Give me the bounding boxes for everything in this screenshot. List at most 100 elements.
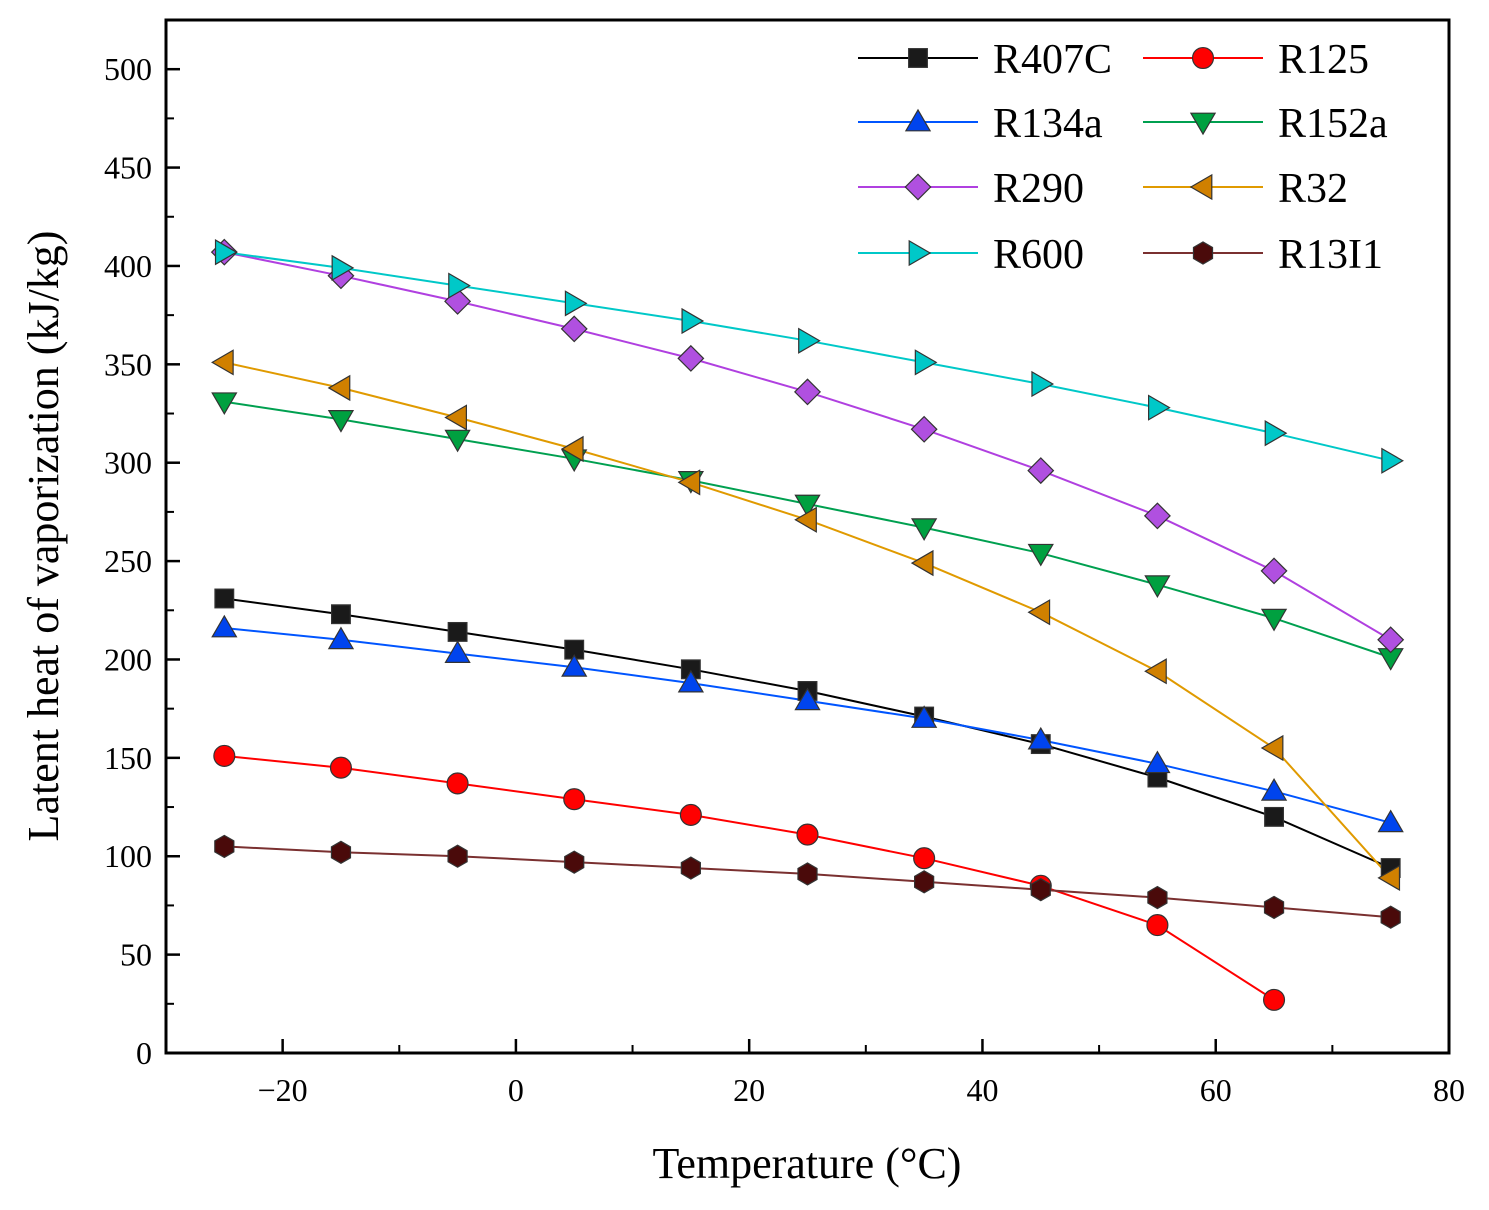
data-point-r32 xyxy=(1377,864,1401,892)
data-point-r290 xyxy=(794,378,821,406)
series-line-r290 xyxy=(224,251,1392,641)
data-point-r152a xyxy=(211,392,238,416)
data-point-r134a xyxy=(1144,750,1171,774)
x-tick-label: 0 xyxy=(508,1072,524,1108)
x-tick-label: 60 xyxy=(1200,1072,1232,1108)
y-tick-label: 450 xyxy=(104,150,152,186)
data-point-r125 xyxy=(1262,988,1286,1011)
series-lines xyxy=(224,251,1392,1001)
data-point-r13i1 xyxy=(797,862,818,886)
data-point-r407c xyxy=(331,604,351,625)
data-point-r13i1 xyxy=(447,844,468,868)
data-point-r290 xyxy=(1027,457,1055,485)
legend-marker-r290 xyxy=(904,173,932,201)
legend-label-r290: R290 xyxy=(993,166,1084,212)
data-point-r290 xyxy=(677,344,705,372)
data-point-r407c xyxy=(1264,806,1284,827)
data-point-r600 xyxy=(1381,447,1404,474)
series-markers xyxy=(210,238,1405,1011)
data-point-r32 xyxy=(910,549,934,577)
data-point-r407c xyxy=(214,588,235,609)
data-point-r134a xyxy=(1027,726,1054,750)
data-point-r125 xyxy=(563,788,586,811)
data-point-r134a xyxy=(910,705,938,728)
x-tick-label: 40 xyxy=(966,1072,998,1108)
data-point-r13i1 xyxy=(330,840,352,864)
y-tick-label: 0 xyxy=(136,1035,152,1071)
data-point-r152a xyxy=(910,518,938,541)
data-point-r152a xyxy=(327,410,355,433)
data-point-r13i1 xyxy=(1030,877,1051,902)
legend-marker-r152a xyxy=(1189,112,1217,136)
data-point-r600 xyxy=(914,349,938,376)
axis-ticks: −20 0 20 40 60 80 0 50 100 150 200 250 300 350 400 450 5… xyxy=(104,51,1465,1108)
series-line-r152a xyxy=(224,400,1392,659)
data-point-r134a xyxy=(677,669,705,693)
data-point-r32 xyxy=(327,374,351,402)
data-point-r134a xyxy=(1260,778,1288,801)
data-point-r152a xyxy=(794,494,821,518)
y-tick-label: 50 xyxy=(120,937,152,973)
legend-marker-r600 xyxy=(908,239,932,267)
x-tick-label: 80 xyxy=(1433,1072,1465,1108)
data-point-r13i1 xyxy=(1263,895,1285,920)
data-point-r13i1 xyxy=(1147,885,1168,910)
data-point-r152a xyxy=(444,429,471,453)
series-line-r125 xyxy=(224,754,1275,1001)
y-tick-label: 350 xyxy=(104,346,152,382)
data-point-r125 xyxy=(913,847,936,870)
data-point-r407c xyxy=(447,621,468,642)
y-tick-label: 250 xyxy=(104,543,152,579)
data-point-r134a xyxy=(327,626,355,650)
legend-label-r13i1: R13I1 xyxy=(1278,232,1383,278)
data-point-r13i1 xyxy=(680,856,701,880)
legend-label-r600: R600 xyxy=(993,232,1084,278)
legend: R407C R125 R134a R152a R290 R32 R600 R13I1 xyxy=(858,37,1388,278)
y-axis-title: Latent heat of vaporization (kJ/kg) xyxy=(19,231,68,842)
data-point-r13i1 xyxy=(914,870,935,894)
data-point-r600 xyxy=(564,290,588,317)
data-point-r125 xyxy=(446,772,469,795)
data-point-r32 xyxy=(1027,599,1051,626)
plot-frame xyxy=(164,18,1451,1055)
y-tick-label: 500 xyxy=(104,51,152,87)
data-point-r600 xyxy=(798,327,821,354)
data-point-r134a xyxy=(1377,809,1404,833)
data-point-r152a xyxy=(1027,543,1054,567)
data-point-r13i1 xyxy=(214,834,235,859)
data-point-r32 xyxy=(1260,734,1284,762)
data-point-r152a xyxy=(1260,608,1288,632)
data-point-r290 xyxy=(1377,626,1405,654)
y-tick-label: 150 xyxy=(104,740,152,776)
data-point-r134a xyxy=(211,614,238,638)
legend-marker-r32 xyxy=(1189,173,1213,201)
legend-label-r152a: R152a xyxy=(1278,101,1388,147)
data-point-r32 xyxy=(1144,658,1167,685)
data-point-r125 xyxy=(213,744,236,767)
data-point-r32 xyxy=(444,404,467,431)
data-point-r13i1 xyxy=(1380,905,1401,929)
series-line-r134a xyxy=(224,627,1391,824)
data-point-r125 xyxy=(679,803,702,826)
data-point-r125 xyxy=(329,756,353,779)
data-point-r134a xyxy=(561,654,588,677)
data-point-r32 xyxy=(560,435,584,463)
data-point-r125 xyxy=(1146,914,1169,937)
y-tick-label: 100 xyxy=(104,838,152,874)
data-point-r152a xyxy=(1144,575,1171,599)
series-line-r32 xyxy=(224,361,1392,879)
data-point-r32 xyxy=(677,469,701,496)
data-point-r600 xyxy=(214,239,238,266)
data-point-r32 xyxy=(211,349,234,376)
data-point-r290 xyxy=(910,415,938,443)
y-tick-label: 400 xyxy=(104,248,152,284)
data-point-r13i1 xyxy=(564,850,585,874)
x-tick-label: −20 xyxy=(258,1072,308,1108)
data-point-r134a xyxy=(444,640,471,663)
legend-label-r134a: R134a xyxy=(993,101,1103,147)
data-point-r134a xyxy=(794,687,821,711)
data-point-r600 xyxy=(448,272,471,299)
data-point-r600 xyxy=(1148,394,1171,421)
y-tick-label: 300 xyxy=(104,445,152,481)
